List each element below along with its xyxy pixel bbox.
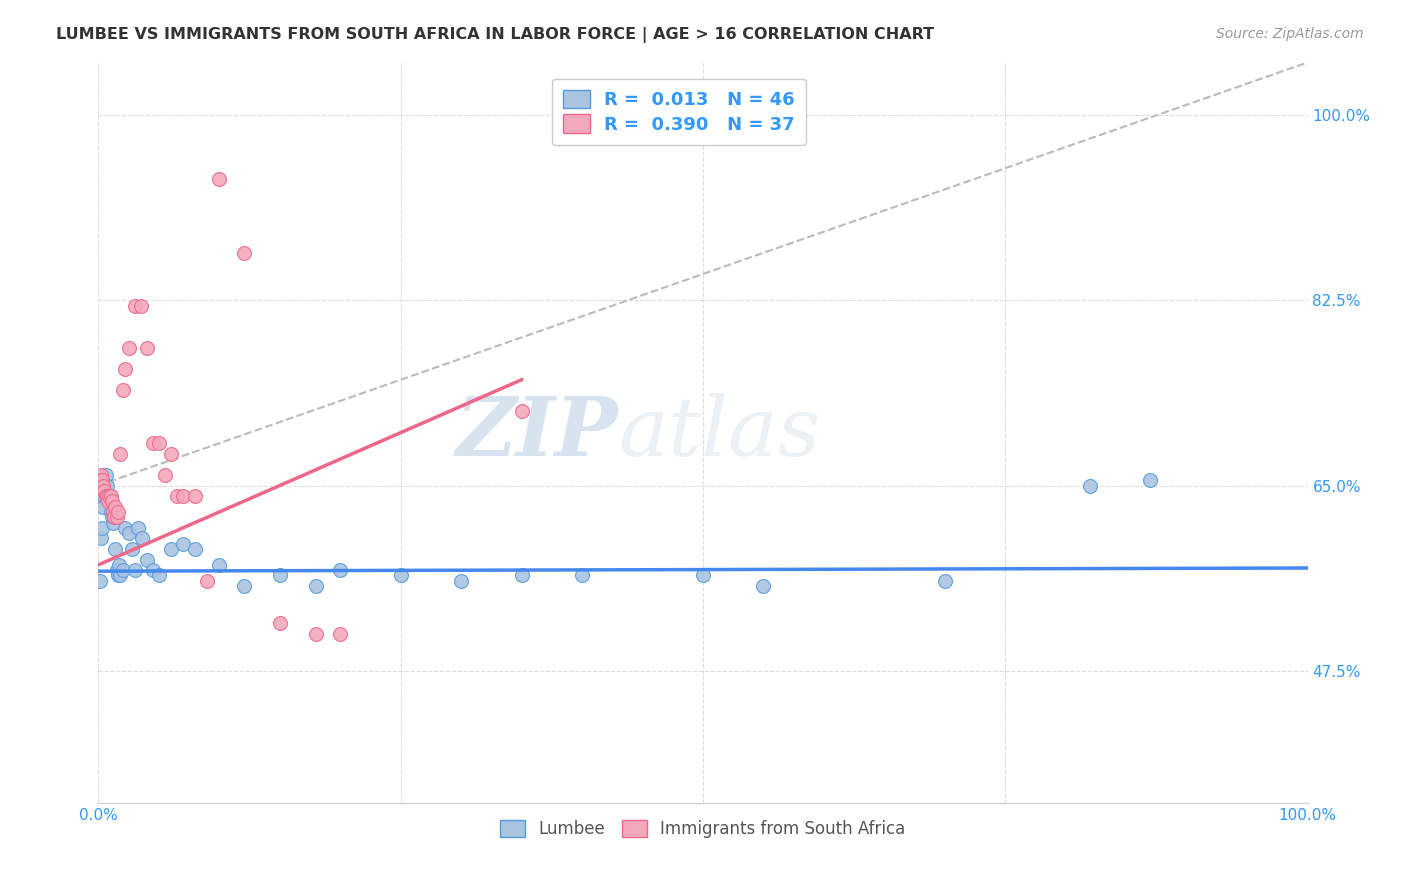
Legend: Lumbee, Immigrants from South Africa: Lumbee, Immigrants from South Africa <box>492 812 914 847</box>
Point <box>329 563 352 577</box>
Point <box>103 510 125 524</box>
Point <box>571 568 593 582</box>
Point <box>108 558 131 572</box>
Point <box>90 532 112 546</box>
Point <box>232 579 254 593</box>
Point <box>111 384 134 398</box>
Point <box>100 494 122 508</box>
Point <box>93 483 115 498</box>
Text: LUMBEE VS IMMIGRANTS FROM SOUTH AFRICA IN LABOR FORCE | AGE > 16 CORRELATION CHA: LUMBEE VS IMMIGRANTS FROM SOUTH AFRICA I… <box>56 27 935 43</box>
Point <box>100 489 122 503</box>
Point <box>269 615 291 630</box>
Point <box>153 467 176 482</box>
Text: Source: ZipAtlas.com: Source: ZipAtlas.com <box>1216 27 1364 41</box>
Point <box>208 558 231 572</box>
Point <box>101 516 124 530</box>
Point <box>100 510 122 524</box>
Point <box>148 436 170 450</box>
Point <box>329 626 352 640</box>
Point <box>107 505 129 519</box>
Point <box>752 579 775 593</box>
Point <box>104 500 127 514</box>
Point <box>98 489 121 503</box>
Point <box>142 436 165 450</box>
Point <box>127 521 149 535</box>
Point <box>96 478 118 492</box>
Text: ZIP: ZIP <box>456 392 619 473</box>
Point <box>118 526 141 541</box>
Point <box>510 404 533 418</box>
Point <box>450 574 472 588</box>
Point <box>114 521 136 535</box>
Point <box>91 478 114 492</box>
Point <box>91 473 114 487</box>
Point <box>142 563 165 577</box>
Point <box>89 574 111 588</box>
Point <box>97 489 120 503</box>
Point <box>108 568 131 582</box>
Point <box>160 447 183 461</box>
Point <box>91 521 114 535</box>
Point <box>121 541 143 556</box>
Point <box>90 467 112 482</box>
Point <box>89 478 111 492</box>
Point <box>114 362 136 376</box>
Point <box>1078 478 1101 492</box>
Point <box>97 494 120 508</box>
Point <box>107 568 129 582</box>
Point <box>692 568 714 582</box>
Point <box>131 532 153 546</box>
Point <box>135 341 157 355</box>
Point <box>104 541 127 556</box>
Point <box>389 568 412 582</box>
Point <box>135 552 157 566</box>
Point <box>91 500 114 514</box>
Point <box>510 568 533 582</box>
Point <box>124 563 146 577</box>
Point <box>108 447 131 461</box>
Point <box>305 626 328 640</box>
Point <box>100 505 122 519</box>
Point <box>934 574 956 588</box>
Point <box>232 245 254 260</box>
Point <box>129 299 152 313</box>
Point <box>94 489 117 503</box>
Point <box>195 574 218 588</box>
Point <box>269 568 291 582</box>
Point <box>148 568 170 582</box>
Point <box>1139 473 1161 487</box>
Point <box>111 563 134 577</box>
Point <box>184 541 207 556</box>
Point <box>93 489 115 503</box>
Text: atlas: atlas <box>619 392 821 473</box>
Point <box>105 510 128 524</box>
Point <box>305 579 328 593</box>
Point <box>101 505 124 519</box>
Point <box>96 489 118 503</box>
Point <box>166 489 188 503</box>
Point <box>172 537 194 551</box>
Point <box>124 299 146 313</box>
Point <box>94 467 117 482</box>
Point <box>118 341 141 355</box>
Point <box>98 494 121 508</box>
Point <box>103 510 125 524</box>
Point <box>184 489 207 503</box>
Point <box>160 541 183 556</box>
Point <box>105 563 128 577</box>
Point <box>172 489 194 503</box>
Point <box>208 171 231 186</box>
Point <box>93 478 115 492</box>
